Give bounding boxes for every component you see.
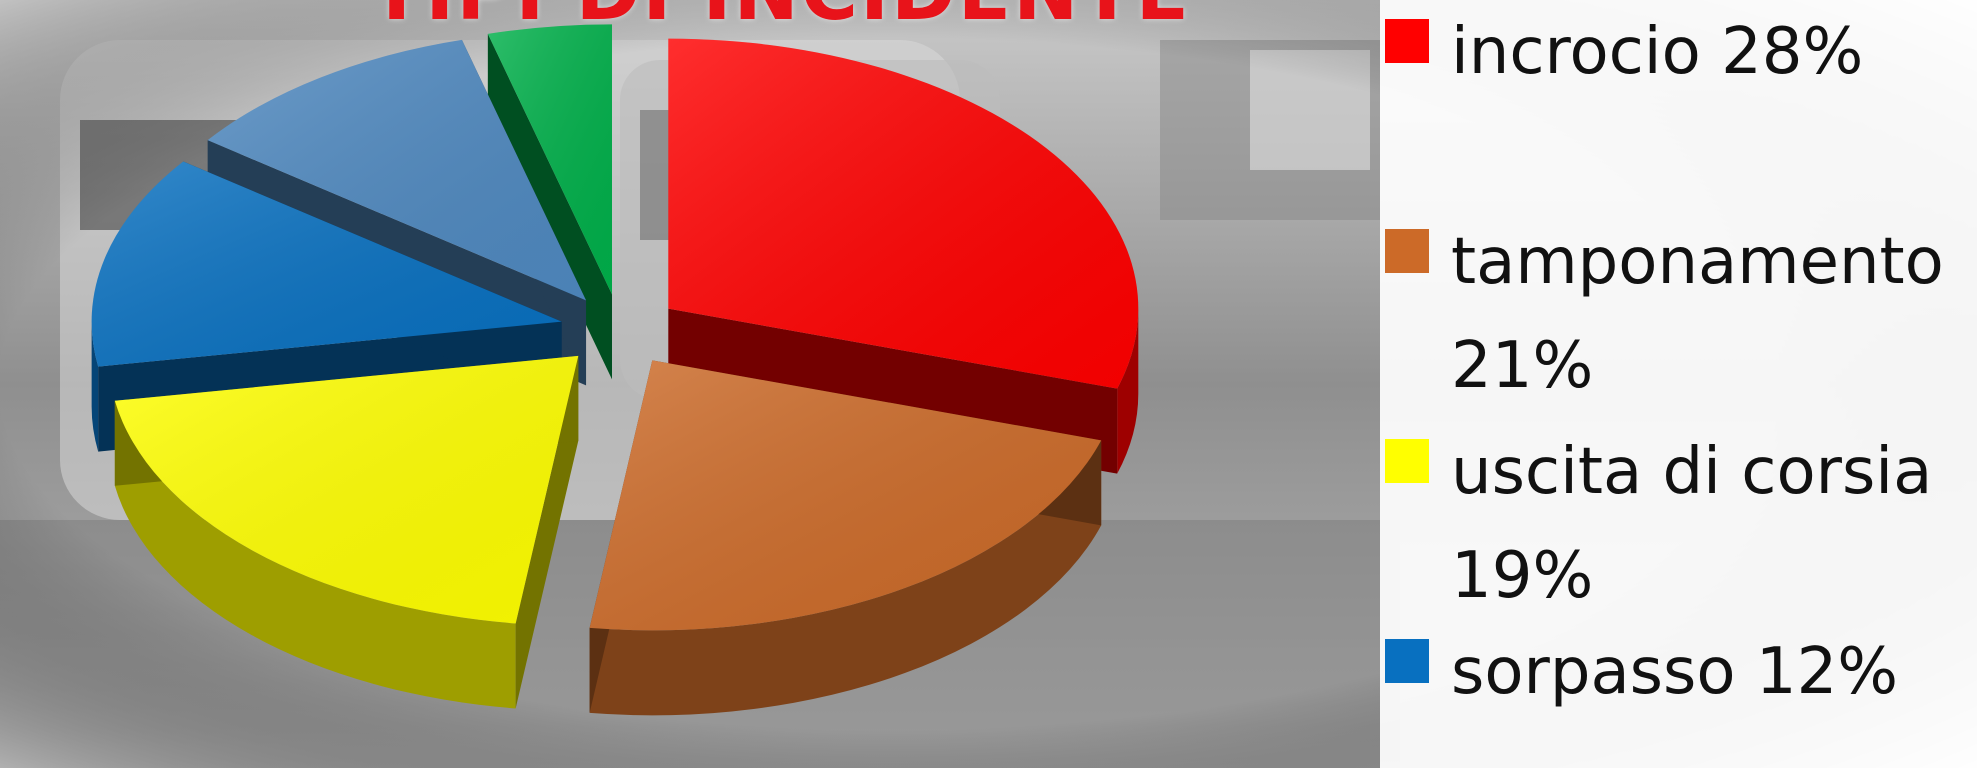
legend-entry: sorpasso 12%: [1385, 620, 1971, 724]
legend-swatch: [1385, 19, 1429, 63]
pie-chart: [91, 24, 1139, 716]
legend-label: tamponamento 21%: [1451, 225, 1944, 403]
pie-slice-rim-1: [589, 440, 1102, 716]
legend-entry: incrocio 28%: [1385, 0, 1971, 104]
legend-label: sorpasso 12%: [1451, 635, 1899, 709]
pie-slice-gloss-5: [487, 24, 613, 295]
legend-swatch: [1385, 229, 1429, 273]
legend-swatch: [1385, 639, 1429, 683]
chart-title: TIPI DI INCIDENTE: [370, 0, 1191, 38]
legend: incrocio 28% tamponamento 21% uscita di co…: [1385, 0, 1975, 768]
pie-slice-gloss-4: [207, 39, 587, 301]
legend-label: uscita di corsia 19%: [1451, 435, 1933, 613]
pie-slice-rim-2: [114, 400, 516, 709]
legend-entry: tamponamento 21%: [1385, 210, 1971, 418]
legend-entry: uscita di corsia 19%: [1385, 420, 1971, 628]
pie-slice-gloss-2: [114, 355, 579, 624]
pie-slice-gloss-1: [589, 360, 1102, 631]
pie-slice-wall-2-0: [515, 355, 579, 709]
pie-slice-gloss-0: [668, 38, 1139, 389]
legend-swatch: [1385, 439, 1429, 483]
pie-slice-gloss-3: [91, 161, 562, 367]
legend-label: incrocio 28%: [1451, 15, 1864, 89]
pie-slice-rim-0: [1117, 308, 1139, 474]
pie-slice-rim-3: [91, 321, 99, 452]
